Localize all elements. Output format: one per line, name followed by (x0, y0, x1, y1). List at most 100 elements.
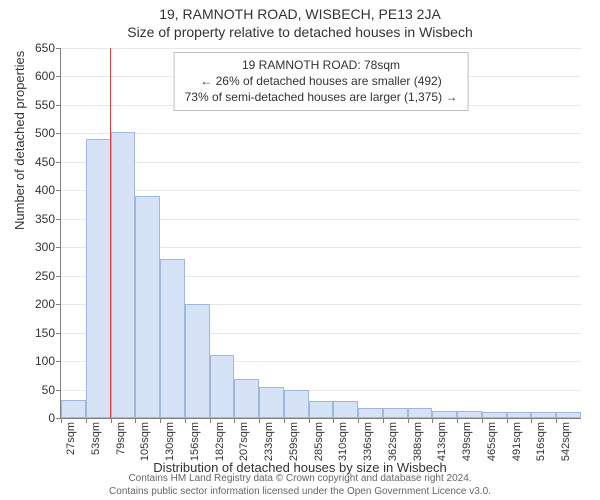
x-tick-label: 413sqm (436, 422, 448, 461)
x-tick-label: 259sqm (288, 422, 300, 461)
x-tick-label: 310sqm (337, 422, 349, 461)
y-tick-mark (56, 333, 61, 334)
x-tick-label: 465sqm (486, 422, 498, 461)
histogram-bar (61, 400, 86, 418)
histogram-bar (309, 401, 334, 418)
x-tick-label: 207sqm (238, 422, 250, 461)
y-tick-mark (56, 247, 61, 248)
histogram-bar (457, 411, 482, 418)
x-tick-mark (333, 418, 334, 423)
histogram-bar (408, 408, 433, 418)
page-title-address: 19, RAMNOTH ROAD, WISBECH, PE13 2JA (0, 0, 600, 22)
y-tick-label: 150 (15, 326, 55, 340)
footer-line-2: Contains public sector information licen… (0, 486, 600, 499)
x-tick-mark (408, 418, 409, 423)
gridline (61, 133, 581, 134)
histogram-bar (507, 412, 532, 418)
x-tick-mark (482, 418, 483, 423)
x-tick-label: 362sqm (387, 422, 399, 461)
x-tick-label: 491sqm (511, 422, 523, 461)
x-tick-label: 233sqm (263, 422, 275, 461)
y-tick-label: 450 (15, 155, 55, 169)
x-tick-label: 336sqm (362, 422, 374, 461)
x-tick-mark (259, 418, 260, 423)
histogram-bar (358, 408, 383, 418)
x-tick-mark (531, 418, 532, 423)
histogram-bar (259, 387, 284, 418)
histogram-bar (432, 411, 457, 418)
y-tick-mark (56, 48, 61, 49)
histogram-bar (531, 412, 556, 418)
x-tick-label: 542sqm (560, 422, 572, 461)
x-tick-label: 105sqm (139, 422, 151, 461)
y-tick-mark (56, 162, 61, 163)
footer-line-1: Contains HM Land Registry data © Crown c… (0, 473, 600, 486)
y-tick-label: 0 (15, 411, 55, 425)
histogram-bar (383, 408, 408, 418)
x-tick-label: 285sqm (313, 422, 325, 461)
x-tick-label: 439sqm (461, 422, 473, 461)
page-subtitle: Size of property relative to detached ho… (0, 22, 600, 40)
x-tick-label: 27sqm (65, 422, 77, 455)
y-tick-label: 200 (15, 297, 55, 311)
y-tick-label: 650 (15, 41, 55, 55)
x-tick-label: 79sqm (115, 422, 127, 455)
histogram-bar (333, 401, 358, 418)
y-tick-mark (56, 76, 61, 77)
annotation-line-3: 73% of semi-detached houses are larger (… (185, 89, 458, 105)
x-tick-label: 130sqm (164, 422, 176, 461)
histogram-bar (210, 355, 235, 418)
histogram-bar (135, 196, 160, 418)
y-tick-mark (56, 304, 61, 305)
histogram-bar (482, 412, 507, 418)
gridline (61, 48, 581, 49)
y-tick-mark (56, 390, 61, 391)
x-tick-label: 53sqm (90, 422, 102, 455)
x-tick-mark (86, 418, 87, 423)
x-tick-mark (432, 418, 433, 423)
y-tick-label: 550 (15, 98, 55, 112)
y-tick-mark (56, 219, 61, 220)
y-tick-mark (56, 361, 61, 362)
x-tick-mark (284, 418, 285, 423)
x-tick-mark (210, 418, 211, 423)
histogram-bar (556, 412, 581, 418)
x-tick-mark (135, 418, 136, 423)
x-tick-mark (160, 418, 161, 423)
x-tick-label: 388sqm (412, 422, 424, 461)
x-tick-label: 516sqm (535, 422, 547, 461)
chart-area: 19 RAMNOTH ROAD: 78sqm ← 26% of detached… (60, 48, 580, 418)
x-tick-label: 156sqm (189, 422, 201, 461)
histogram-bar (111, 132, 136, 418)
x-tick-label: 182sqm (214, 422, 226, 461)
x-tick-mark (185, 418, 186, 423)
y-tick-label: 300 (15, 240, 55, 254)
x-tick-mark (234, 418, 235, 423)
y-tick-label: 600 (15, 69, 55, 83)
y-tick-label: 250 (15, 269, 55, 283)
y-tick-mark (56, 276, 61, 277)
y-tick-mark (56, 105, 61, 106)
plot-area: 19 RAMNOTH ROAD: 78sqm ← 26% of detached… (60, 48, 581, 419)
x-tick-mark (358, 418, 359, 423)
histogram-bar (234, 379, 259, 418)
x-tick-mark (111, 418, 112, 423)
histogram-bar (160, 259, 185, 418)
gridline (61, 190, 581, 191)
y-tick-label: 400 (15, 183, 55, 197)
y-tick-label: 500 (15, 126, 55, 140)
y-tick-mark (56, 133, 61, 134)
y-tick-label: 100 (15, 354, 55, 368)
footer: Contains HM Land Registry data © Crown c… (0, 473, 600, 498)
y-tick-label: 50 (15, 383, 55, 397)
annotation-box: 19 RAMNOTH ROAD: 78sqm ← 26% of detached… (174, 52, 469, 111)
y-tick-mark (56, 190, 61, 191)
annotation-line-1: 19 RAMNOTH ROAD: 78sqm (185, 57, 458, 73)
reference-line (110, 48, 111, 418)
histogram-bar (86, 139, 111, 418)
x-tick-mark (309, 418, 310, 423)
y-tick-label: 350 (15, 212, 55, 226)
histogram-bar (185, 304, 210, 418)
gridline (61, 162, 581, 163)
x-tick-mark (507, 418, 508, 423)
